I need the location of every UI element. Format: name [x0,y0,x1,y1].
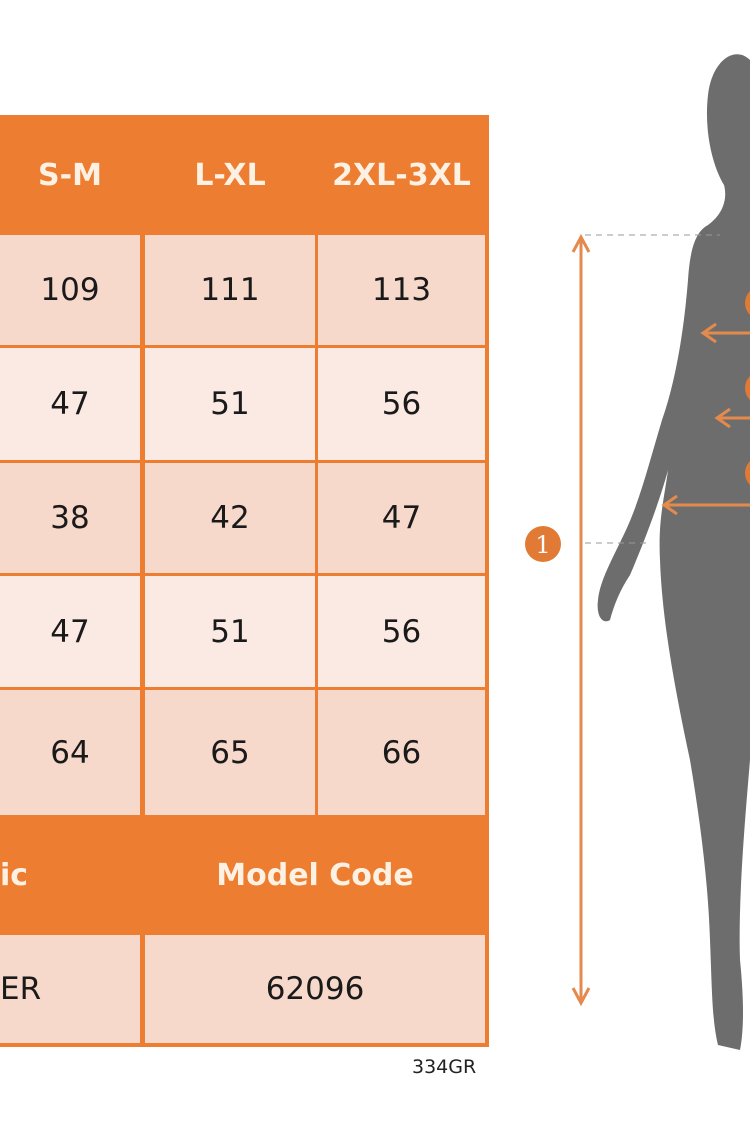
table-cell: 111 [145,235,315,345]
table-cell: 65 [145,690,315,815]
table-cell: 51 [145,348,315,460]
marker-1-circle [525,526,561,562]
header-2xl-3xl: 2XL-3XL [332,157,471,193]
info-header-fabric: ic [0,857,29,893]
info-header-model-code: Model Code [216,857,414,893]
table-cell: 56 [318,576,485,687]
table-cell: 47 [0,576,140,687]
table-cell: 113 [318,235,485,345]
table-cell: 66 [318,690,485,815]
arrow-head-down [571,987,591,1007]
header-s-m: S-M [38,157,102,193]
partial-markers [745,290,750,486]
product-code: 334GR [412,1056,477,1078]
body-silhouette [597,54,750,1051]
info-value-model-code: 62096 [145,935,485,1043]
table-cell: 42 [145,463,315,573]
info-value-fabric: ER [0,935,140,1043]
header-l-xl: L-XL [194,157,266,193]
table-cell: 47 [0,348,140,460]
table-cell: 109 [0,235,140,345]
table-cell: 64 [0,690,140,815]
arrow-head-up [571,233,591,253]
table-cell: 47 [318,463,485,573]
table-cell: 51 [145,576,315,687]
measure-arrows [661,322,750,516]
marker-1-label: 1 [535,531,550,559]
table-cell: 56 [318,348,485,460]
table-cell: 38 [0,463,140,573]
